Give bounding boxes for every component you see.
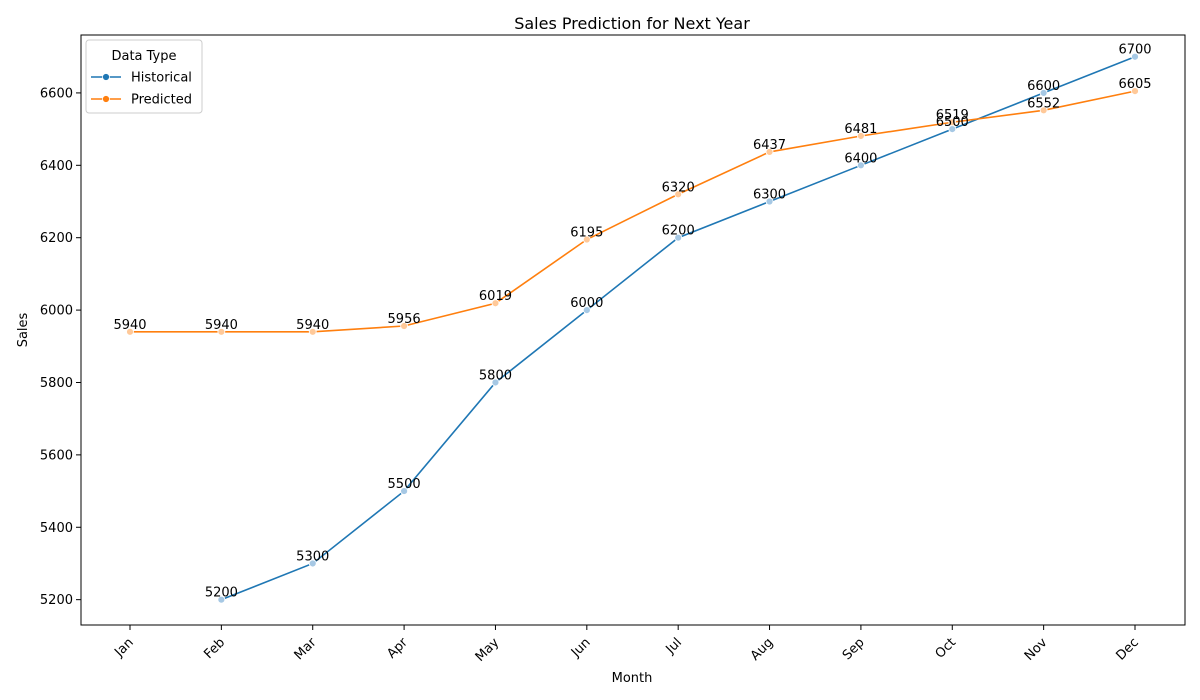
data-label-predicted: 6552 [1027, 96, 1060, 111]
data-label-historical: 5800 [479, 368, 512, 383]
data-label-predicted: 6019 [479, 289, 512, 304]
x-tick-label: Jul [663, 635, 685, 657]
data-labels-layer: 5200 5300 5500 5800 6000 6200 6300 6400 6500 6600… [113, 43, 1151, 601]
data-label-historical: 6000 [570, 296, 603, 311]
data-label-historical: 5200 [205, 586, 238, 601]
legend-title: Data Type [111, 49, 176, 64]
data-label-historical: 6400 [844, 151, 877, 166]
x-tick-label: Mar [292, 635, 320, 663]
x-tick-label: Jun [568, 635, 594, 661]
x-tick-label: Apr [384, 635, 411, 662]
data-label-historical: 6600 [1027, 79, 1060, 94]
data-label-predicted: 6437 [753, 138, 786, 153]
data-point-historical [491, 378, 500, 387]
y-tick-label: 6200 [40, 231, 73, 246]
legend: Data Type Historical Predicted [85, 39, 203, 114]
x-tick-label: Aug [748, 635, 777, 664]
data-point-predicted [308, 327, 317, 336]
y-axis-label: Sales [16, 312, 31, 347]
data-point-historical [400, 487, 408, 495]
data-label-predicted: 6320 [662, 180, 695, 195]
data-label-historical: 6200 [662, 224, 695, 239]
series-layer [126, 52, 1139, 604]
x-tick-label: Sep [840, 635, 868, 663]
data-point-predicted [1131, 87, 1139, 96]
data-point-predicted [765, 148, 774, 156]
data-label-predicted: 5940 [296, 318, 329, 333]
x-axis-label: Month [612, 671, 653, 686]
series-line-predicted [130, 90, 1136, 333]
data-label-predicted: 5940 [205, 318, 238, 333]
data-point-historical [674, 233, 683, 242]
data-point-predicted [126, 327, 134, 336]
data-label-historical: 5500 [388, 477, 421, 492]
data-label-predicted: 6605 [1118, 77, 1151, 92]
y-tick-label: 5600 [40, 448, 73, 463]
x-tick-label: Jan [111, 635, 136, 660]
legend-marker-historical [102, 73, 110, 81]
y-axis: 5200 5400 5600 5800 6000 6200 6400 6600 [40, 86, 81, 608]
data-point-predicted [948, 118, 957, 127]
data-label-predicted: 6519 [936, 108, 969, 123]
data-point-historical [308, 559, 317, 568]
x-tick-label: Nov [1022, 635, 1051, 664]
data-label-historical: 6700 [1118, 43, 1151, 58]
y-tick-label: 6400 [40, 159, 73, 174]
data-label-predicted: 5940 [113, 318, 146, 333]
data-point-predicted [674, 190, 683, 199]
legend-label-predicted: Predicted [131, 93, 192, 108]
plot-area [80, 34, 1186, 626]
x-tick-label: Feb [201, 635, 228, 662]
data-label-historical: 5300 [296, 549, 329, 564]
x-tick-label: Oct [933, 635, 960, 662]
data-point-historical [217, 595, 226, 604]
x-axis: Jan Feb Mar Apr May Jun Jul Aug Sep Oct Nov Dec [111, 625, 1142, 665]
data-point-historical [582, 306, 591, 314]
y-tick-label: 6000 [40, 304, 73, 319]
y-tick-label: 5400 [40, 521, 73, 536]
y-tick-label: 5800 [40, 376, 73, 391]
data-label-predicted: 6195 [570, 226, 603, 241]
x-tick-label: Dec [1113, 635, 1141, 663]
x-tick-label: May [473, 635, 503, 665]
data-point-predicted [857, 132, 865, 140]
y-tick-label: 6600 [40, 86, 73, 101]
y-tick-label: 5200 [40, 593, 73, 608]
data-point-historical [1131, 52, 1139, 61]
data-label-predicted: 6481 [844, 122, 877, 137]
data-point-historical [1039, 89, 1048, 97]
legend-box [85, 39, 203, 114]
chart-title: Sales Prediction for Next Year [514, 14, 750, 33]
legend-label-historical: Historical [131, 71, 192, 86]
data-point-predicted [400, 322, 408, 330]
data-point-historical [765, 197, 774, 206]
data-label-historical: 6500 [936, 115, 969, 130]
data-point-predicted [1039, 106, 1048, 115]
data-point-predicted [217, 327, 226, 336]
data-point-historical [857, 161, 865, 170]
data-point-predicted [582, 235, 591, 244]
legend-marker-predicted [102, 95, 110, 103]
data-label-predicted: 5956 [388, 312, 421, 327]
data-point-predicted [491, 299, 500, 308]
data-label-historical: 6300 [753, 188, 786, 203]
